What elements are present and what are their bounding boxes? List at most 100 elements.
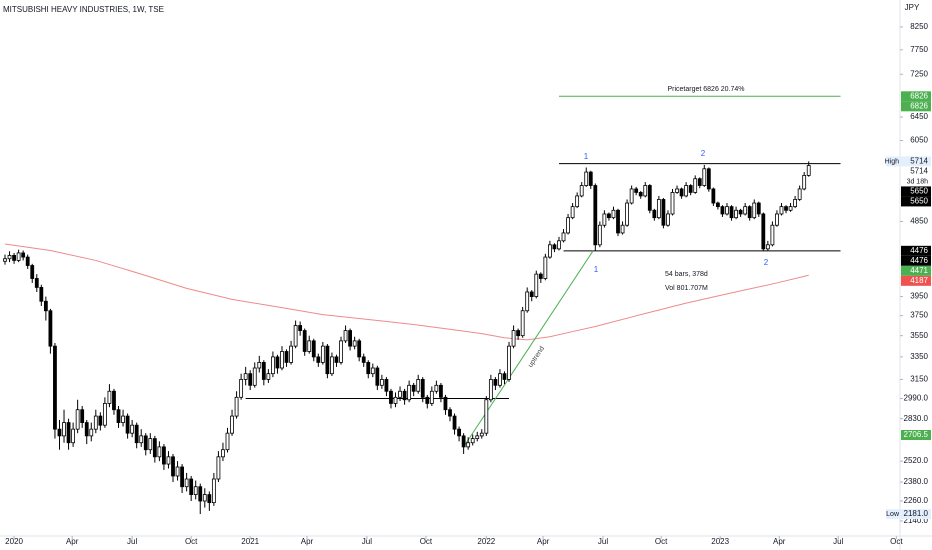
candle-body xyxy=(547,244,552,258)
candle-body xyxy=(352,340,357,347)
candle-body xyxy=(416,379,421,392)
candle-body xyxy=(588,171,593,186)
candle-body xyxy=(734,209,738,219)
candle-body xyxy=(620,224,625,234)
candle-body xyxy=(34,278,39,288)
price-tag xyxy=(901,196,931,207)
candle-body xyxy=(234,396,239,417)
candle-body xyxy=(84,422,89,437)
candle-body xyxy=(16,252,21,261)
candle-body xyxy=(302,330,307,352)
y-tick-label: 7750 xyxy=(910,45,928,54)
candle-body xyxy=(225,432,230,451)
price-tag xyxy=(901,101,931,112)
price-tag-label: 6826 xyxy=(910,101,928,110)
x-tick-label: Apr xyxy=(66,537,79,546)
price-tag-caption-bg xyxy=(886,509,901,520)
candle-body xyxy=(702,168,707,186)
candle-body xyxy=(175,466,180,477)
candle-body xyxy=(688,185,693,193)
candle-body xyxy=(716,202,720,208)
candle-body xyxy=(216,456,221,480)
price-tag-label: 2706.5 xyxy=(904,430,929,439)
candle-body xyxy=(393,396,398,404)
candle-body xyxy=(775,213,779,226)
price-tag xyxy=(901,91,931,102)
x-tick-label: Jul xyxy=(598,537,608,546)
candle-body xyxy=(125,415,130,434)
candle-body xyxy=(738,209,743,215)
candle-body xyxy=(116,409,121,423)
candle-body xyxy=(470,438,475,444)
y-tick-label: 2140.0 xyxy=(904,516,929,525)
price-tag-caption: High xyxy=(885,158,900,165)
candle-body xyxy=(62,422,66,437)
candle-body xyxy=(616,209,620,234)
pattern-label: 1 xyxy=(584,152,589,161)
candle-body xyxy=(284,351,289,363)
candle-body xyxy=(525,291,530,312)
candle-body xyxy=(457,428,461,437)
candle-body xyxy=(575,195,580,208)
candle-body xyxy=(102,403,107,426)
candle-body xyxy=(207,494,212,504)
candle-body xyxy=(475,435,480,440)
candle-body xyxy=(711,188,716,204)
y-tick-label: 3950 xyxy=(910,292,928,301)
x-tick-label: Apr xyxy=(301,537,314,546)
candle-body xyxy=(429,390,434,404)
x-tick-label: Jul xyxy=(833,537,843,546)
candle-body xyxy=(806,165,811,176)
candle-body xyxy=(765,244,770,250)
candle-body xyxy=(293,325,298,347)
candle-body xyxy=(261,362,266,380)
y-tick-label: 3350 xyxy=(910,352,928,361)
x-tick-label: 2020 xyxy=(5,537,23,546)
candle-body xyxy=(511,330,516,347)
candle-body xyxy=(770,224,775,246)
candle-body xyxy=(725,206,729,215)
candle-body xyxy=(666,213,670,226)
candle-body xyxy=(602,213,607,226)
y-tick-label: 6450 xyxy=(910,112,928,121)
candle-body xyxy=(148,438,153,451)
candle-body xyxy=(66,422,71,444)
candle-body xyxy=(330,356,334,375)
y-tick-label: 2380.0 xyxy=(904,477,929,486)
price-tag xyxy=(901,275,931,286)
candle-body xyxy=(3,258,7,262)
candle-body xyxy=(143,435,148,451)
candle-body xyxy=(675,188,679,193)
candle-body xyxy=(198,486,203,502)
candle-body xyxy=(670,192,675,215)
price-tag-label: 5714 xyxy=(910,167,928,176)
candle-body xyxy=(271,356,275,375)
candle-body xyxy=(488,379,493,401)
y-tick-label: 8250 xyxy=(910,22,928,31)
candle-body xyxy=(325,345,330,375)
candle-body xyxy=(12,255,16,261)
candle-body xyxy=(543,256,548,279)
price-tag xyxy=(901,430,931,441)
candle-body xyxy=(743,206,748,215)
x-tick-label: Oct xyxy=(890,537,903,546)
candle-body xyxy=(593,185,598,246)
candle-body xyxy=(679,188,684,197)
candle-body xyxy=(552,244,557,250)
candle-body xyxy=(747,206,752,219)
candle-body xyxy=(434,384,439,392)
candle-body xyxy=(184,478,189,488)
candle-body xyxy=(193,486,198,495)
annotation: Vol 801.707M xyxy=(665,285,708,292)
y-tick-label: 7250 xyxy=(910,69,928,78)
candle-body xyxy=(75,409,80,430)
candle-body xyxy=(566,217,570,234)
pattern-label: 2 xyxy=(701,149,706,158)
candle-body xyxy=(461,435,466,448)
y-tick-label: 2990.0 xyxy=(904,394,929,403)
candle-body xyxy=(107,390,112,404)
price-tag-label: 4471 xyxy=(910,266,928,275)
candle-body xyxy=(493,379,498,386)
candle-body xyxy=(484,399,489,434)
